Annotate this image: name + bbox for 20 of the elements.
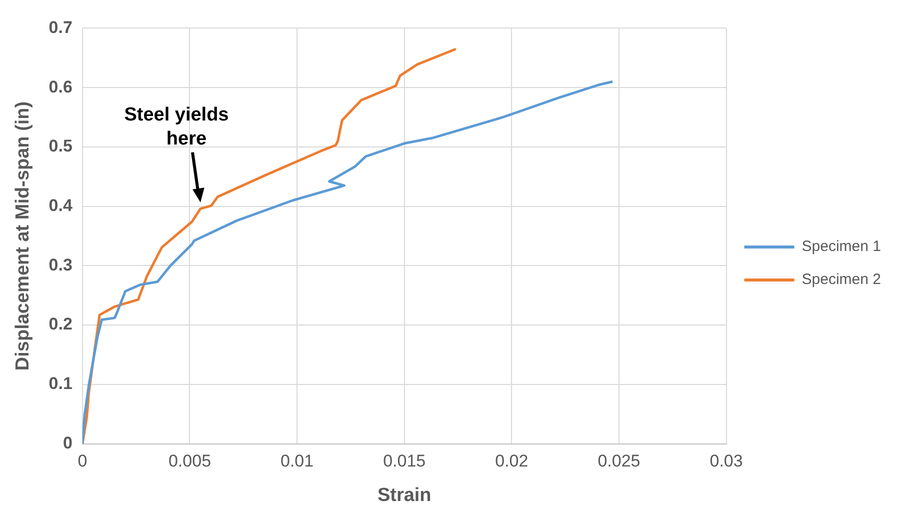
x-tick-label: 0 <box>78 452 88 471</box>
y-tick-label: 0.5 <box>48 136 72 156</box>
annotation: Steel yields here <box>124 104 229 150</box>
y-tick-label: 0 <box>62 433 72 452</box>
x-tick-label: 0.02 <box>495 452 528 471</box>
x-tick-label: 0.01 <box>280 452 314 471</box>
y-tick-label: 0.2 <box>48 314 72 334</box>
y-tick-label: 0.4 <box>48 196 73 215</box>
x-tick-label: 0.025 <box>598 452 640 471</box>
y-axis-title: Displacement at Mid-span (in) <box>12 101 34 371</box>
y-tick-label: 0.3 <box>48 255 72 274</box>
y-tick-label: 0.7 <box>48 18 72 37</box>
y-tick-label: 0.6 <box>48 77 72 96</box>
legend-label: Specimen 1 <box>802 238 882 256</box>
y-tick-label: 0.1 <box>48 374 72 394</box>
x-tick-label: 0.015 <box>383 452 426 471</box>
x-tick-label: 0.005 <box>168 452 212 471</box>
legend-label: Specimen 2 <box>802 271 882 288</box>
x-axis-title: Strain <box>377 484 432 506</box>
x-tick-label: 0.03 <box>710 452 743 471</box>
